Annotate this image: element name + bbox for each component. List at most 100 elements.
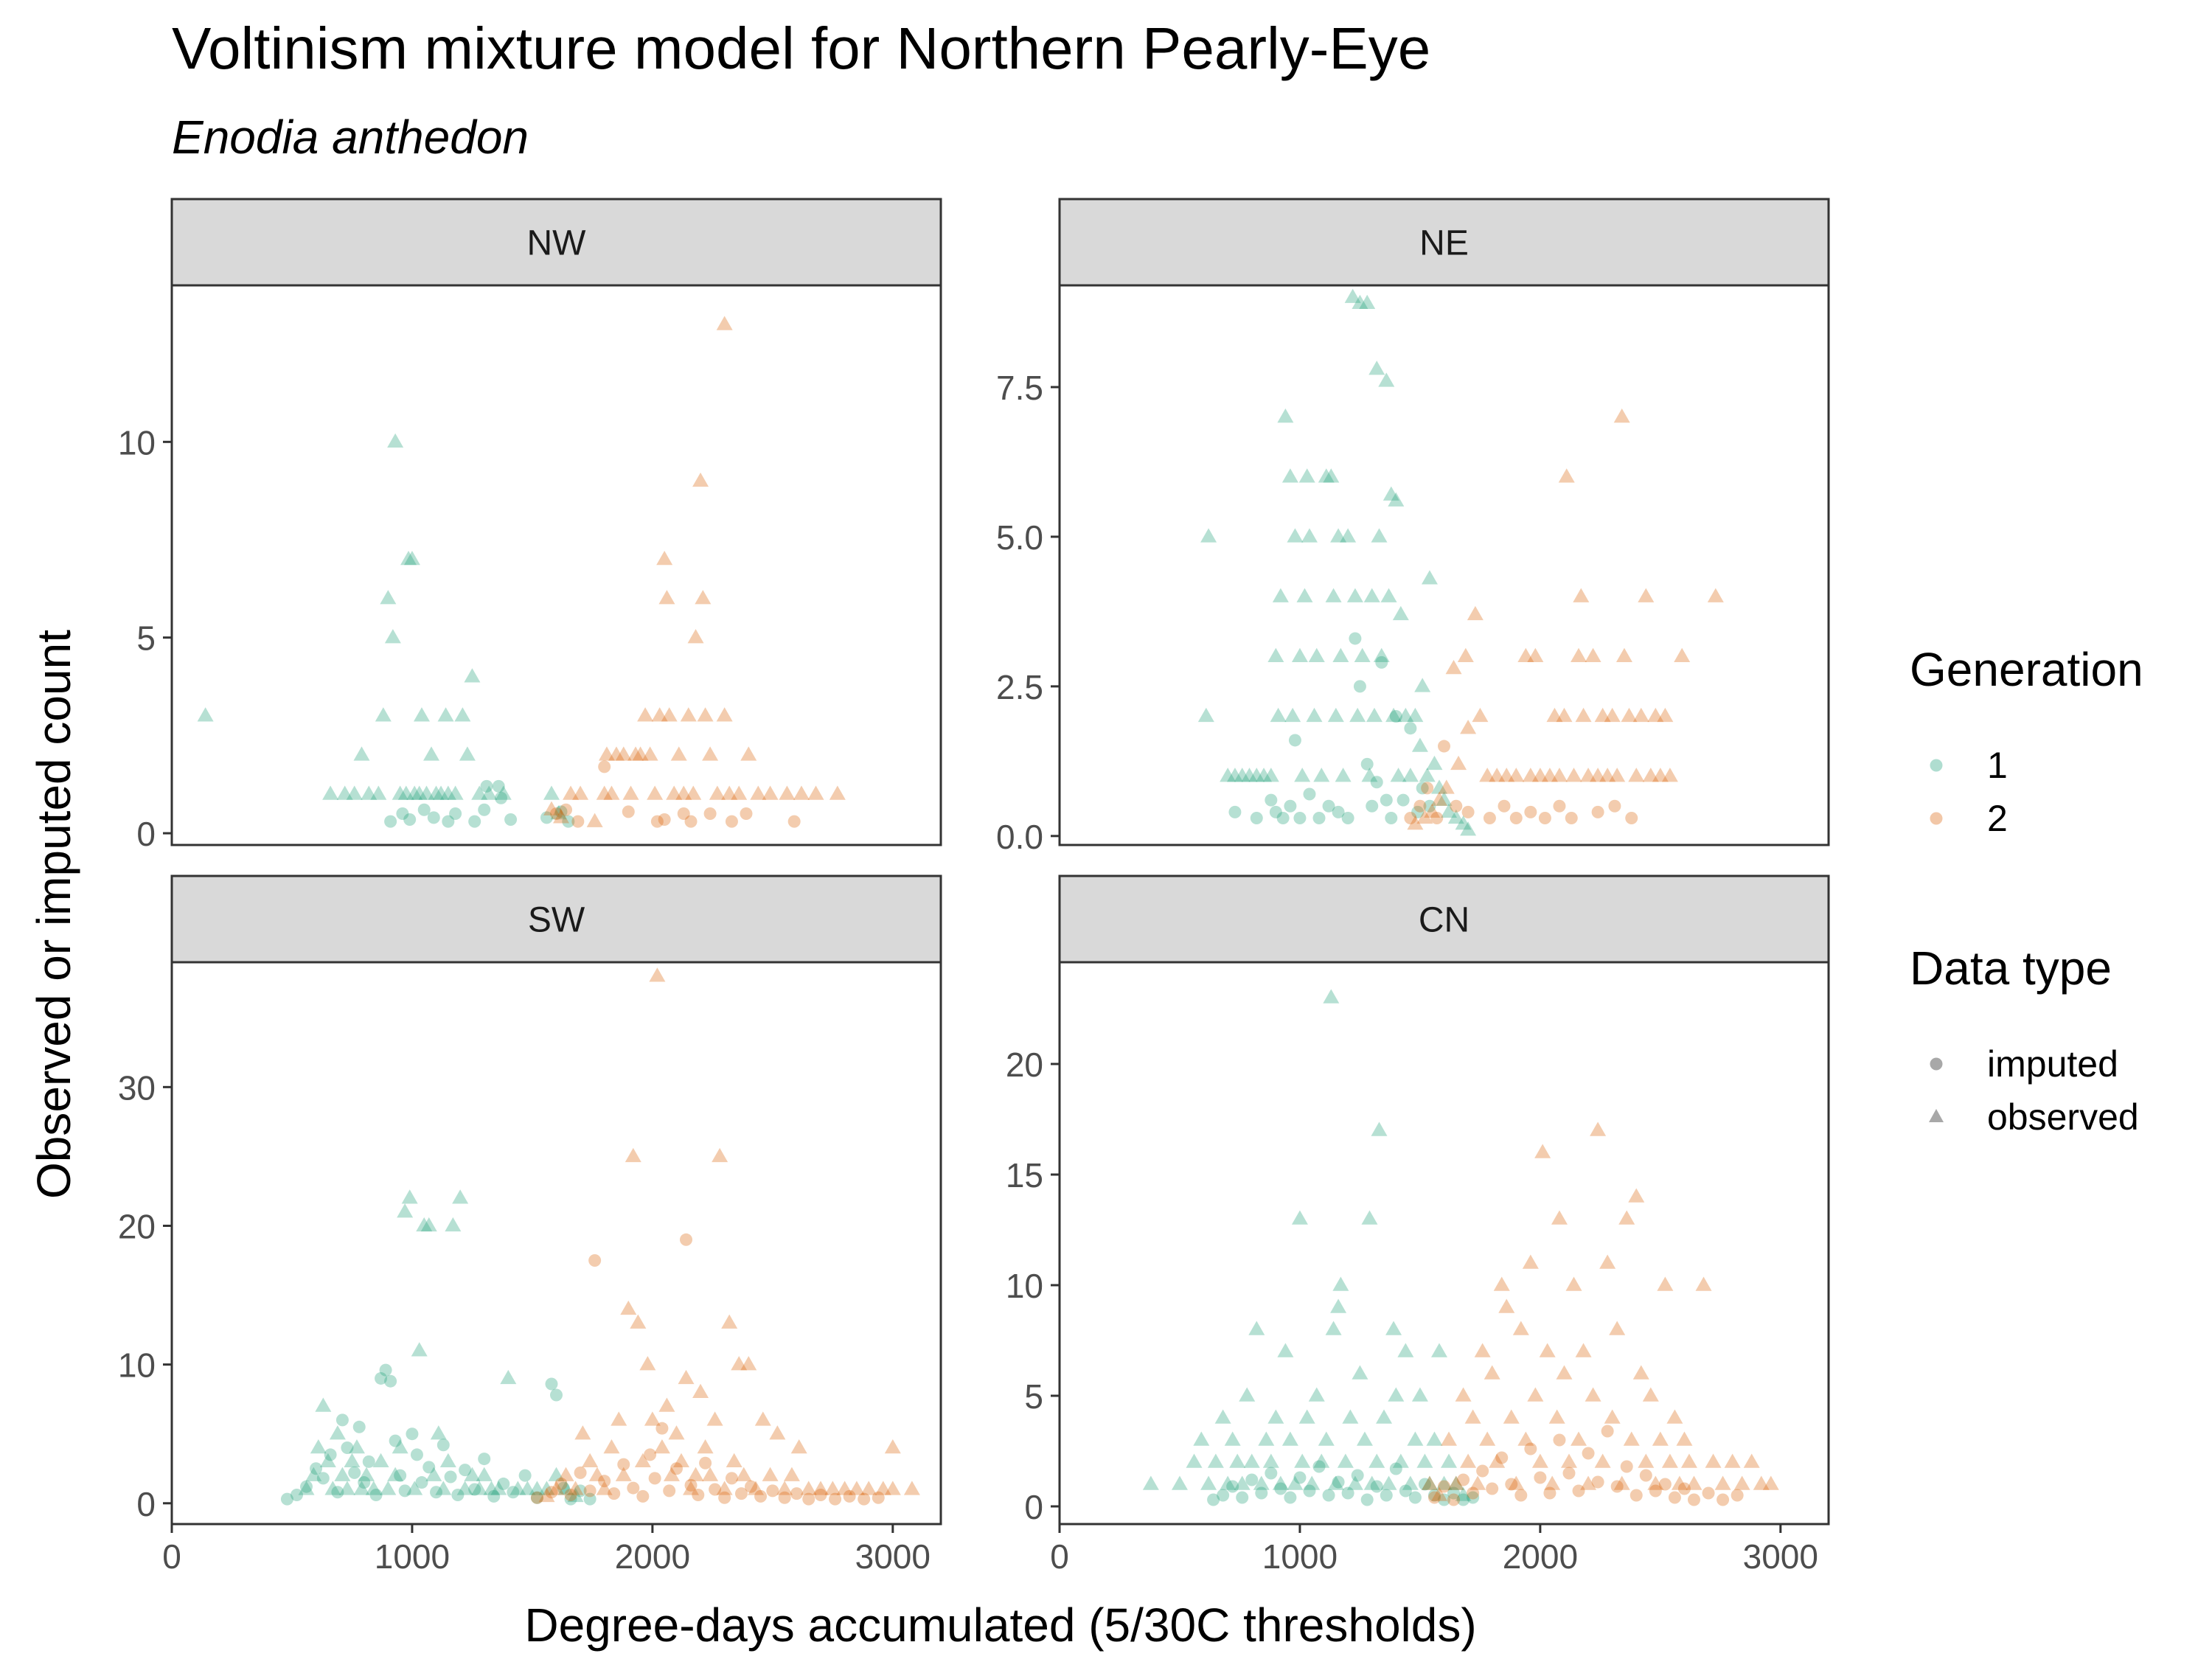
imputed-point-gen-2 [725,815,738,828]
observed-point-gen-2 [702,746,719,761]
panel-background [1058,284,1830,846]
imputed-point-gen-1 [1349,632,1362,645]
y-tick-label: 5 [136,619,156,658]
observed-point-gen-1 [428,785,445,800]
imputed-point-gen-1 [300,1480,313,1493]
observed-point-gen-2 [716,316,733,330]
observed-point-gen-2 [695,590,712,605]
observed-point-gen-1 [1397,1343,1414,1357]
observed-point-gen-1 [392,785,408,800]
imputed-point-gen-2 [745,1480,758,1493]
observed-point-gen-1 [1243,1453,1260,1468]
imputed-point-gen-2 [1677,1482,1691,1495]
observed-point-gen-2 [1573,588,1590,602]
observed-point-gen-1 [1363,588,1380,602]
imputed-point-gen-1 [398,1484,411,1498]
observed-point-gen-2 [1661,768,1678,782]
legend-label: observed [1987,1096,2139,1138]
observed-point-gen-1 [1277,408,1294,423]
x-tick-label: 1000 [1262,1537,1338,1576]
imputed-point-gen-1 [1312,811,1326,824]
imputed-point-gen-2 [583,1484,597,1498]
observed-point-gen-1 [1239,1387,1256,1402]
imputed-point-gen-2 [655,1422,669,1435]
observed-point-gen-2 [622,785,639,800]
observed-point-gen-1 [1220,1475,1237,1490]
observed-point-gen-1 [483,1481,500,1495]
imputed-point-gen-1 [1303,787,1316,801]
imputed-point-gen-1 [369,1488,383,1501]
observed-point-gen-2 [1674,647,1691,662]
observed-point-gen-2 [641,746,658,761]
observed-point-gen-2 [740,746,757,761]
imputed-point-gen-2 [1430,811,1444,824]
observed-point-gen-2 [663,1467,680,1481]
x-tick-label: 3000 [855,1537,931,1576]
observed-point-gen-1 [495,785,512,800]
observed-point-gen-2 [639,1356,656,1371]
imputed-point-gen-1 [358,1476,371,1489]
observed-point-gen-1 [1390,768,1407,782]
observed-point-gen-1 [1207,1453,1224,1468]
observed-point-gen-2 [1556,707,1573,723]
imputed-point-gen-1 [495,791,508,804]
observed-point-gen-2 [1503,1409,1520,1424]
imputed-point-gen-1 [415,1476,428,1489]
imputed-point-gen-2 [1610,1480,1624,1493]
observed-point-gen-1 [361,785,378,800]
observed-point-gen-2 [1424,803,1441,818]
observed-point-gen-1 [334,1467,351,1481]
imputed-point-gen-1 [422,1461,436,1474]
observed-point-gen-1 [1371,1121,1388,1136]
observed-point-gen-2 [836,1481,853,1495]
legend-label: 2 [1987,798,2008,839]
observed-point-gen-1 [1346,1475,1363,1490]
observed-point-gen-2 [1575,1343,1592,1357]
imputed-point-gen-1 [1351,1469,1364,1482]
imputed-point-gen-2 [598,1475,611,1488]
observed-point-gen-1 [353,746,370,761]
observed-point-gen-1 [413,707,430,722]
observed-point-gen-1 [433,785,450,800]
observed-point-gen-1 [557,1481,574,1495]
observed-point-gen-1 [348,1439,365,1454]
observed-point-gen-1 [411,1342,428,1357]
imputed-point-gen-2 [1630,1489,1643,1502]
observed-point-gen-2 [1522,768,1539,782]
imputed-point-gen-1 [451,1488,465,1501]
observed-point-gen-1 [1414,678,1431,692]
observed-point-gen-2 [1551,1210,1568,1225]
panel-background [1058,961,1830,1526]
observed-point-gen-2 [1493,1276,1510,1291]
observed-point-gen-1 [1332,647,1349,662]
observed-point-gen-1 [1340,528,1357,543]
panel-ne: NE 0.0 2.5 5.0 7.5 [996,198,1830,856]
observed-point-gen-2 [1534,1144,1551,1158]
observed-point-gen-1 [1327,1475,1344,1490]
observed-point-gen-2 [1546,707,1563,723]
observed-point-gen-1 [1373,647,1390,662]
imputed-point-gen-2 [1543,1486,1557,1500]
observed-point-gen-1 [1392,1453,1409,1468]
imputed-point-gen-2 [627,1481,640,1495]
observed-point-gen-2 [750,785,767,800]
observed-point-gen-1 [1330,1298,1347,1313]
imputed-point-gen-1 [406,1427,419,1441]
observed-point-gen-2 [740,1356,757,1371]
observed-point-gen-1 [1342,1409,1359,1424]
observed-point-gen-2 [687,629,704,644]
observed-point-gen-2 [1642,768,1659,782]
observed-point-gen-2 [1517,1431,1534,1446]
observed-point-gen-1 [1323,468,1340,483]
observed-point-gen-1 [452,1189,469,1204]
observed-point-gen-1 [372,1453,389,1468]
imputed-point-gen-1 [352,1420,366,1433]
observed-point-gen-1 [1248,768,1265,782]
observed-point-gen-2 [1548,1409,1565,1424]
observed-point-gen-1 [500,1369,517,1385]
observed-point-gen-1 [1327,707,1344,723]
observed-point-gen-1 [1298,468,1315,483]
observed-point-gen-2 [1714,1475,1731,1490]
imputed-point-gen-1 [1360,757,1374,771]
